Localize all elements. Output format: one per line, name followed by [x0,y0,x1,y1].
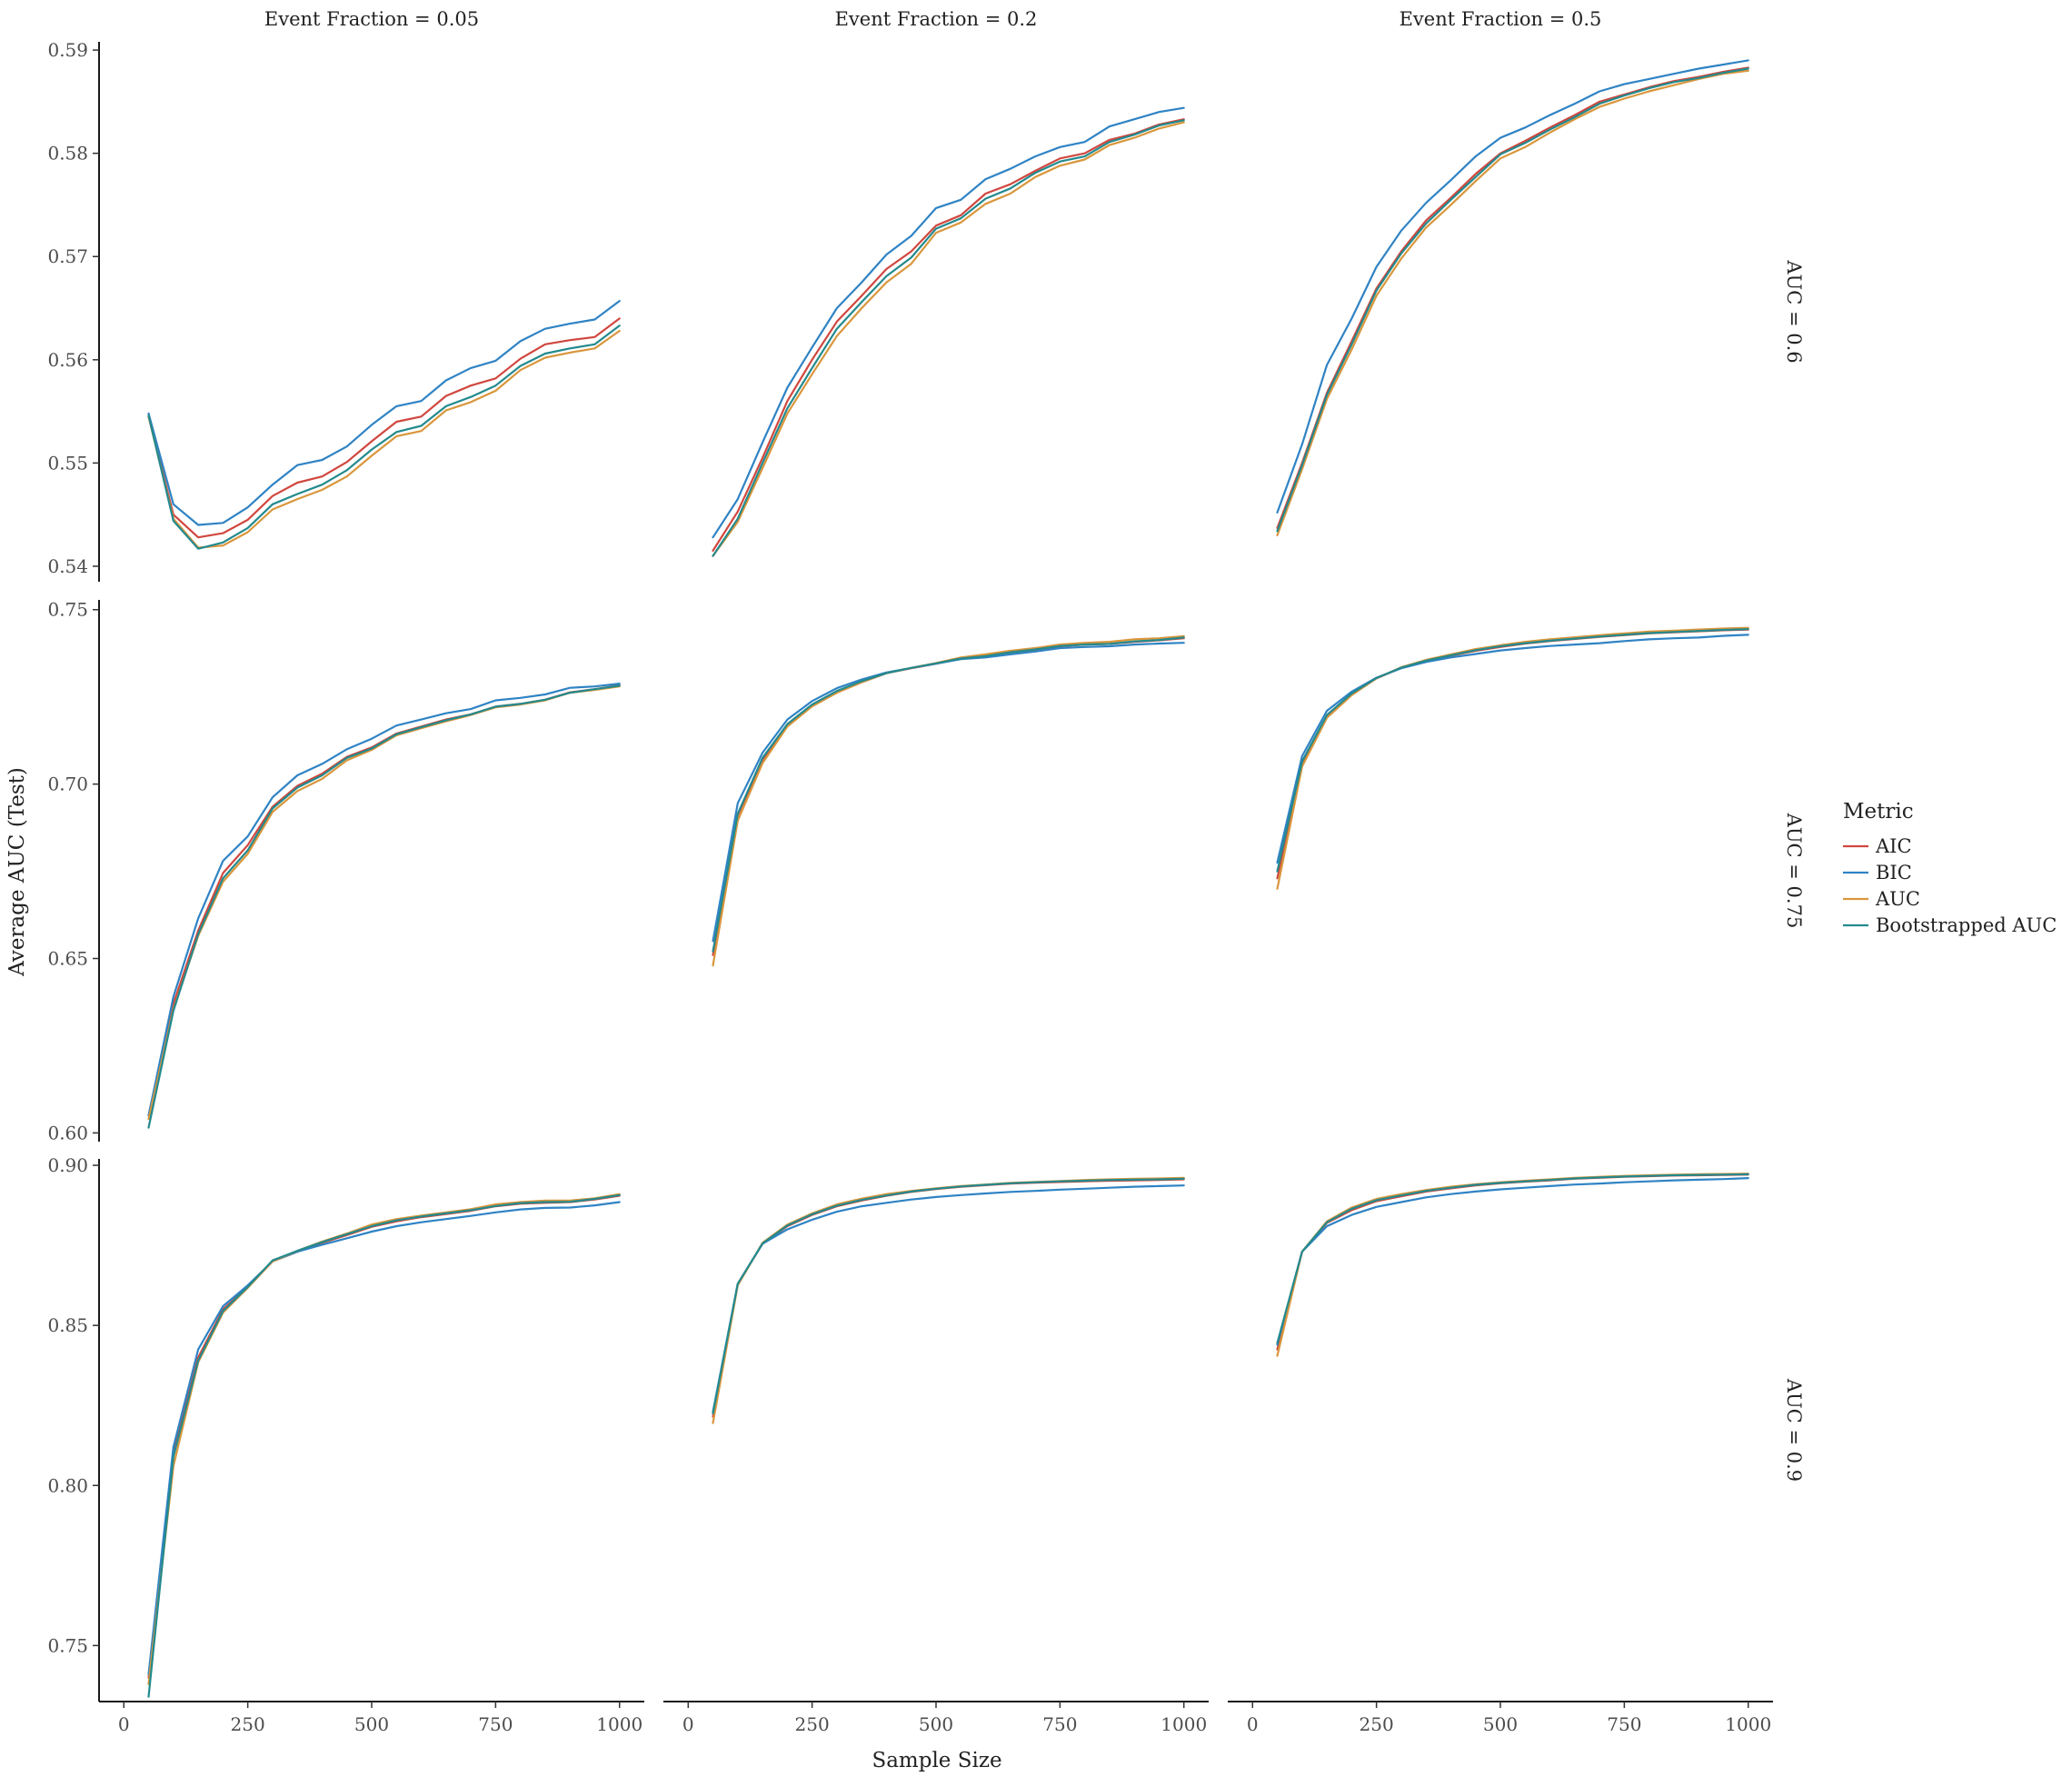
series-line-aic-panel-2 [1276,66,1749,530]
y-tick-label: 0.80 [47,1474,88,1496]
series-line-bic-panel-7 [712,1184,1185,1413]
y-tick-label: 0.90 [47,1154,88,1176]
series-line-auc-panel-3 [147,685,621,1121]
series-line-bootstrapped-auc-panel-5 [1276,628,1749,873]
x-tick-label: 250 [1360,1713,1394,1735]
series-line-bic-panel-5 [1276,634,1749,864]
y-tick-label: 0.59 [47,39,88,61]
y-tick-label: 0.85 [47,1314,88,1336]
x-tick-label: 750 [478,1713,513,1735]
y-tick-label: 0.54 [47,555,88,577]
x-tick-label: 0 [682,1713,694,1735]
x-tick-label: 500 [919,1713,953,1735]
series-line-bootstrapped-auc-panel-4 [712,636,1185,953]
series-line-bootstrapped-auc-panel-6 [147,1193,621,1698]
x-tick-label: 1000 [1161,1713,1207,1735]
y-tick-label: 0.60 [47,1122,88,1143]
legend-label-aic: AIC [1875,835,1912,857]
row-strip-label: AUC = 0.9 [1783,1378,1805,1482]
x-tick-label: 1000 [596,1713,643,1735]
y-tick-label: 0.75 [47,599,88,621]
series-line-bic-panel-0 [147,300,621,526]
series-line-auc-panel-8 [1276,1173,1749,1357]
series-line-aic-panel-7 [712,1178,1185,1418]
x-tick-label: 500 [354,1713,389,1735]
series-line-auc-panel-1 [712,121,1185,557]
x-tick-label: 500 [1483,1713,1518,1735]
y-tick-label: 0.70 [47,774,88,795]
series-line-auc-panel-5 [1276,626,1749,890]
series-line-auc-panel-6 [147,1193,621,1685]
y-axis-title: Average AUC (Test) [5,767,29,977]
y-tick-label: 0.65 [47,948,88,970]
series-line-bootstrapped-auc-panel-2 [1276,67,1749,533]
row-strip-label: AUC = 0.75 [1783,813,1805,929]
legend-label-bic: BIC [1876,862,1912,884]
y-tick-label: 0.57 [47,245,88,267]
x-tick-label: 250 [795,1713,830,1735]
series-line-auc-panel-2 [1276,69,1749,537]
x-tick-label: 750 [1607,1713,1641,1735]
series-line-bic-panel-1 [712,106,1185,539]
x-tick-label: 750 [1042,1713,1077,1735]
column-strip-label: Event Fraction = 0.2 [835,8,1038,30]
series-line-aic-panel-4 [712,637,1185,956]
series-line-bootstrapped-auc-panel-3 [147,684,621,1129]
x-tick-label: 1000 [1725,1713,1771,1735]
legend-title: Metric [1843,800,1914,824]
series-line-bic-panel-4 [712,642,1185,943]
series-line-bic-panel-3 [147,682,621,1117]
series-line-auc-panel-4 [712,634,1185,967]
series-line-aic-panel-5 [1276,628,1749,880]
y-tick-label: 0.58 [47,143,88,165]
legend-label-auc: AUC [1875,888,1920,910]
x-tick-label: 250 [231,1713,265,1735]
series-line-aic-panel-8 [1276,1173,1749,1351]
series-line-auc-panel-7 [712,1176,1185,1424]
series-line-aic-panel-0 [147,317,621,539]
series-line-bic-panel-2 [1276,59,1749,514]
y-tick-label: 0.56 [47,349,88,371]
legend-label-bootstrapped-auc: Bootstrapped AUC [1876,914,2057,936]
series-line-aic-panel-1 [712,118,1185,553]
series-line-bootstrapped-auc-panel-1 [712,119,1185,557]
x-tick-label: 0 [118,1713,130,1735]
series-line-bic-panel-8 [1276,1176,1749,1346]
series-line-bootstrapped-auc-panel-8 [1276,1173,1749,1344]
x-axis-title: Sample Size [872,1749,1001,1772]
column-strip-label: Event Fraction = 0.05 [264,8,479,30]
series-line-bootstrapped-auc-panel-7 [712,1177,1185,1415]
y-tick-label: 0.55 [47,452,88,474]
x-tick-label: 0 [1247,1713,1259,1735]
series-line-bic-panel-6 [147,1201,621,1676]
y-tick-label: 0.75 [47,1634,88,1656]
column-strip-label: Event Fraction = 0.5 [1400,8,1602,30]
series-line-aic-panel-6 [147,1194,621,1679]
series-line-bootstrapped-auc-panel-0 [147,324,621,550]
row-strip-label: AUC = 0.6 [1783,259,1805,363]
series-line-aic-panel-3 [147,684,621,1117]
series-line-auc-panel-0 [147,329,621,549]
